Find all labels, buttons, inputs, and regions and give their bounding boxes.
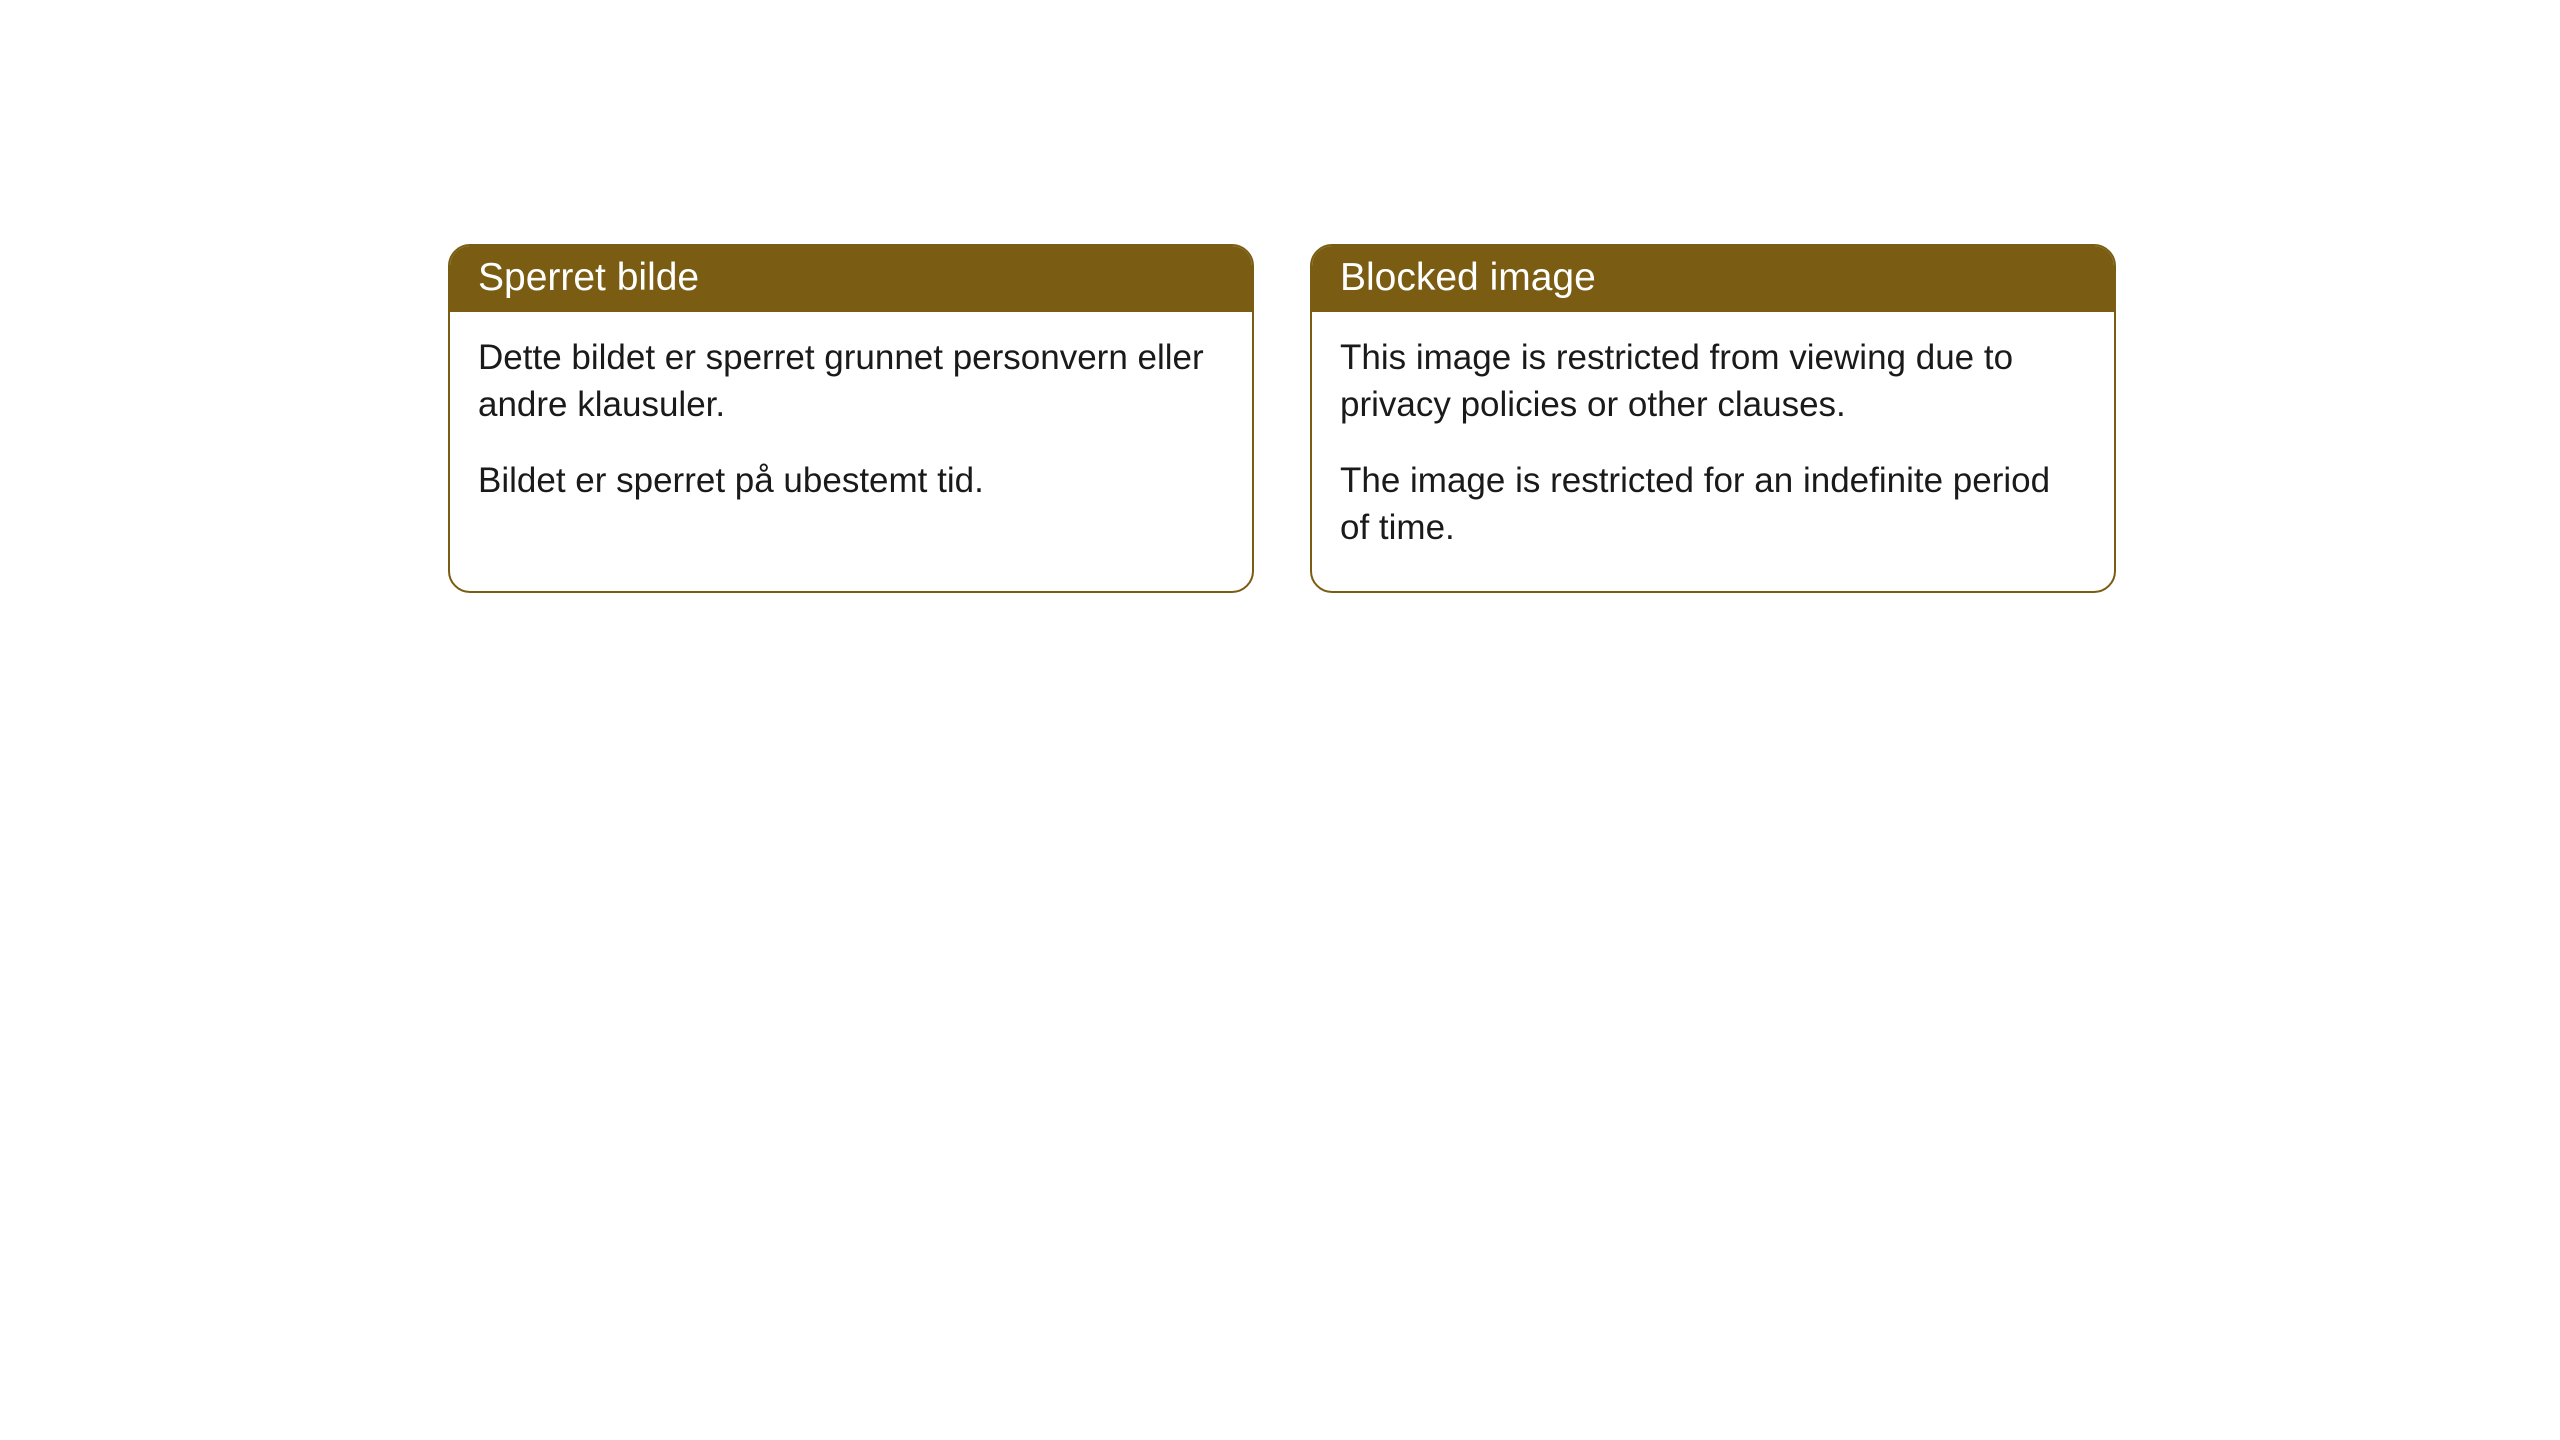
card-paragraph: Dette bildet er sperret grunnet personve… xyxy=(478,334,1224,429)
card-paragraph: The image is restricted for an indefinit… xyxy=(1340,457,2086,552)
card-title: Blocked image xyxy=(1312,246,2114,312)
notice-card-norwegian: Sperret bilde Dette bildet er sperret gr… xyxy=(448,244,1254,593)
card-title: Sperret bilde xyxy=(450,246,1252,312)
card-paragraph: Bildet er sperret på ubestemt tid. xyxy=(478,457,1224,504)
card-paragraph: This image is restricted from viewing du… xyxy=(1340,334,2086,429)
notice-card-english: Blocked image This image is restricted f… xyxy=(1310,244,2116,593)
notice-cards-container: Sperret bilde Dette bildet er sperret gr… xyxy=(0,0,2560,593)
card-body: Dette bildet er sperret grunnet personve… xyxy=(450,312,1252,544)
card-body: This image is restricted from viewing du… xyxy=(1312,312,2114,591)
